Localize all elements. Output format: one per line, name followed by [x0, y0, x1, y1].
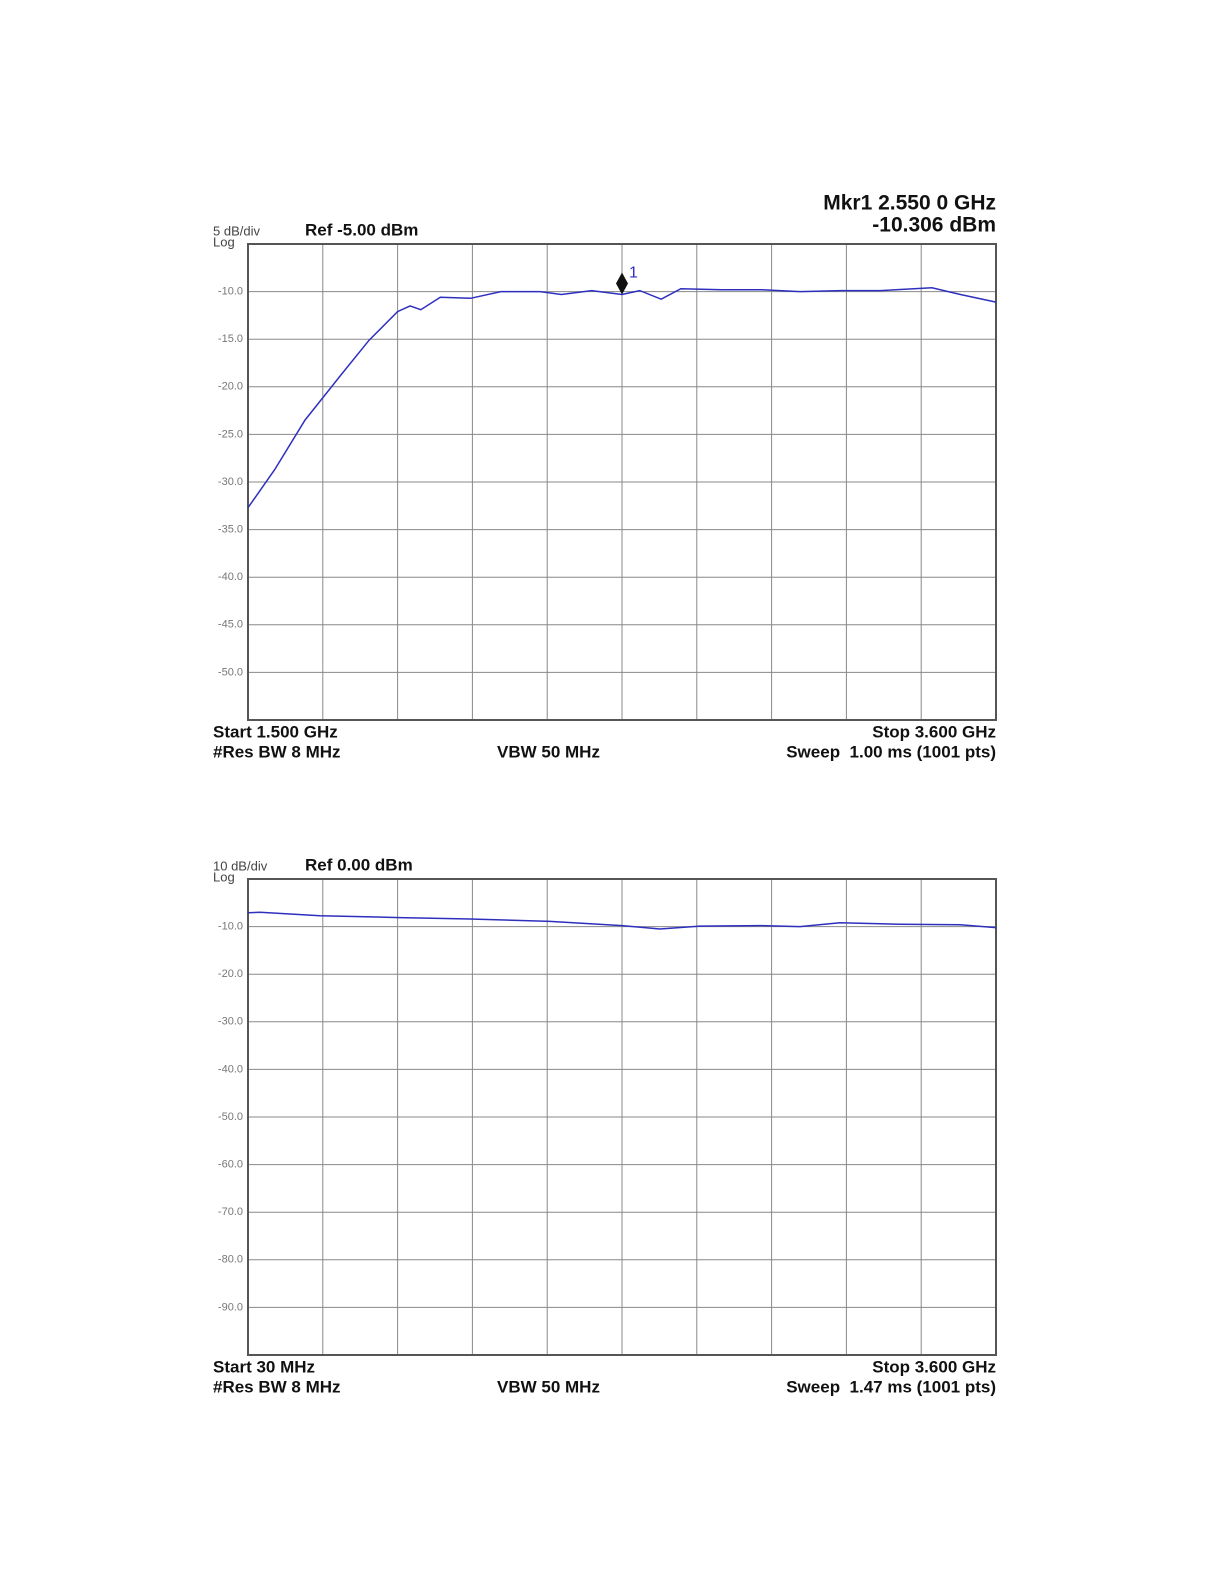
y-tick-label: -40.0 — [218, 571, 243, 583]
y-tick-label: -80.0 — [218, 1254, 243, 1266]
scale-label: 5 dB/div — [213, 223, 260, 238]
y-tick-label: -50.0 — [218, 666, 243, 678]
y-tick-label: -10.0 — [218, 921, 243, 933]
log-label: Log — [213, 234, 235, 249]
trace — [247, 911, 997, 930]
marker-label: 1 — [629, 265, 638, 282]
start-label: Start 30 MHz — [213, 1357, 315, 1376]
ref-label: Ref 0.00 dBm — [305, 855, 413, 874]
trace — [247, 287, 997, 509]
log-label: Log — [213, 869, 235, 884]
y-tick-label: -70.0 — [218, 1206, 243, 1218]
scale-label: 10 dB/div — [213, 858, 268, 873]
y-tick-label: -60.0 — [218, 1159, 243, 1171]
stop-label: Stop 3.600 GHz — [872, 1357, 996, 1376]
plot-border — [247, 878, 997, 1356]
vbw-label: VBW 50 MHz — [497, 742, 600, 761]
res-bw-label: #Res BW 8 MHz — [213, 1377, 341, 1396]
y-tick-label: -40.0 — [218, 1063, 243, 1075]
y-tick-label: -20.0 — [218, 381, 243, 393]
marker-readout: Mkr1 2.550 0 GHz — [823, 192, 996, 215]
start-label: Start 1.500 GHz — [213, 722, 338, 741]
sweep-label: Sweep 1.47 ms (1001 pts) — [786, 1377, 996, 1396]
y-tick-label: -45.0 — [218, 619, 243, 631]
y-tick-label: -30.0 — [218, 476, 243, 488]
y-tick-label: -15.0 — [218, 333, 243, 345]
marker — [616, 272, 628, 295]
y-tick-label: -90.0 — [218, 1301, 243, 1313]
plot-border — [247, 243, 997, 721]
y-tick-label: -20.0 — [218, 968, 243, 980]
y-tick-label: -50.0 — [218, 1111, 243, 1123]
stop-label: Stop 3.600 GHz — [872, 722, 996, 741]
marker-readout: -10.306 dBm — [872, 214, 996, 237]
sweep-label: Sweep 1.00 ms (1001 pts) — [786, 742, 996, 761]
y-tick-label: -35.0 — [218, 524, 243, 536]
y-tick-label: -10.0 — [218, 286, 243, 298]
ref-label: Ref -5.00 dBm — [305, 220, 418, 239]
y-tick-label: -25.0 — [218, 428, 243, 440]
y-tick-label: -30.0 — [218, 1016, 243, 1028]
vbw-label: VBW 50 MHz — [497, 1377, 600, 1396]
res-bw-label: #Res BW 8 MHz — [213, 742, 341, 761]
